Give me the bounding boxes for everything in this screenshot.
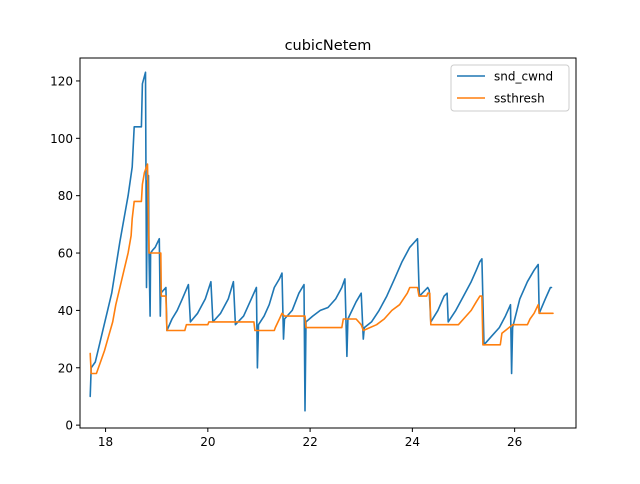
y-tick-label: 100 (50, 132, 73, 146)
y-tick-label: 0 (65, 419, 73, 433)
x-tick-label: 24 (405, 435, 420, 449)
axes-frame (79, 57, 577, 429)
series-line-ssthresh (89, 163, 554, 375)
x-tick-label: 22 (302, 435, 317, 449)
plot-area (89, 71, 554, 412)
y-tick-label: 40 (58, 304, 73, 318)
x-axis: 18 20 22 24 26 (98, 428, 522, 449)
y-tick-label: 20 (58, 361, 73, 375)
x-tick-label: 20 (200, 435, 215, 449)
y-tick-label: 80 (58, 189, 73, 203)
y-axis: 0 20 40 60 80 100 120 (50, 74, 80, 433)
y-tick-label: 60 (58, 247, 73, 261)
legend-label-ssthresh: ssthresh (494, 92, 545, 106)
x-tick-label: 26 (507, 435, 522, 449)
chart-title: cubicNetem (285, 38, 372, 54)
x-tick-label: 18 (98, 435, 113, 449)
y-tick-label: 120 (50, 74, 73, 88)
legend-label-snd-cwnd: snd_cwnd (494, 70, 553, 84)
legend: snd_cwnd ssthresh (450, 64, 570, 112)
series-line-snd-cwnd (89, 71, 553, 412)
